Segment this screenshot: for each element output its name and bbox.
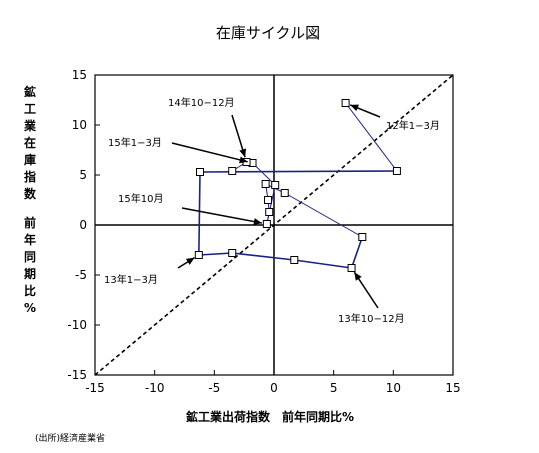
y-axis-label-char: 業 [23,118,37,133]
y-tick-label: 0 [79,218,87,232]
annotation-label: 15年1−3月 [108,136,162,149]
y-tick-label: 5 [79,168,87,182]
y-axis-label-char: 期 [24,266,36,281]
annotation-arrow-head [354,272,362,281]
y-axis-label-char: 指 [24,169,36,184]
data-point [262,220,271,228]
annotation-arrow-head [239,156,248,164]
y-axis-label-char: 鉱 [24,84,36,99]
y-axis-label-char: 工 [24,102,36,116]
annotation-label: 15年10月 [118,192,163,205]
data-point [196,168,205,176]
y-axis-label-char: 数 [24,186,37,201]
series-segment [232,252,295,261]
data-point [264,196,273,204]
data-point [358,233,367,241]
y-axis-ticks: -15 -10 -5 0 5 10 15 [67,68,100,382]
y-axis-label-char: % [24,301,36,315]
annotation-label: 13年10−12月 [338,312,405,325]
x-tick-label: 5 [330,381,338,395]
y-axis-label-char: 在 [24,135,36,150]
annotation-label: 12年1−3月 [386,119,440,132]
data-point [228,167,237,175]
y-tick-label: 15 [72,68,87,82]
diagonal-45-line [94,74,454,376]
series-segment [266,184,276,225]
series-segment [284,192,363,238]
annotation-arrow-head [350,104,359,112]
annotation-arrow-head [239,148,247,158]
x-tick-label: 15 [445,381,460,395]
diagonal-line-group [94,74,454,376]
data-point [265,208,274,216]
annotation-label: 13年1−3月 [104,273,158,286]
x-axis-ticks: -15 -10 -5 0 5 10 15 [85,370,461,395]
x-axis-label: 鉱工業出荷指数 前年同期比% [186,409,354,424]
data-point [392,167,401,175]
y-axis-label-char: 庫 [24,152,36,167]
y-axis-label-char: 同 [24,250,36,264]
y-tick-label: -15 [67,368,87,382]
y-axis-label-char: 年 [24,232,36,247]
x-tick-label: 10 [386,381,401,395]
data-point [290,256,299,264]
annotation-arrow-head [253,218,262,226]
data-point [194,251,203,259]
annotation-arrow-head [185,257,195,265]
series-segment [294,259,352,269]
data-point [271,181,280,189]
data-point [347,264,356,272]
annotation-arrow-line [171,142,248,163]
annotation-labels: 12年1−3月 14年10−12月 15年1−3月 15年10月 13年1−3月 13年1… [104,96,440,325]
x-tick-label: -15 [85,381,105,395]
data-point [280,189,289,197]
data-point [261,180,270,188]
y-axis-label-char: 比 [24,283,36,298]
series-segment [350,236,364,269]
series-group [194,99,401,272]
y-axis-label-char: 前 [24,215,36,230]
y-tick-label: -5 [75,268,87,282]
series-segment [198,171,201,256]
x-tick-label: -10 [145,381,165,395]
y-tick-label: -10 [67,318,87,332]
data-point [341,99,350,107]
chart-title: 在庫サイクル図 [216,24,320,42]
y-tick-label: 10 [72,118,87,132]
annotation-arrows [171,104,381,309]
source-note: (出所)経済産業省 [35,432,105,444]
annotation-arrow-line [181,207,263,224]
x-tick-label: -5 [208,381,220,395]
data-point [228,249,237,257]
annotation-label: 14年10−12月 [168,96,235,109]
series-segment [198,252,233,256]
series-segment [345,102,398,172]
x-tick-label: 0 [270,381,278,395]
